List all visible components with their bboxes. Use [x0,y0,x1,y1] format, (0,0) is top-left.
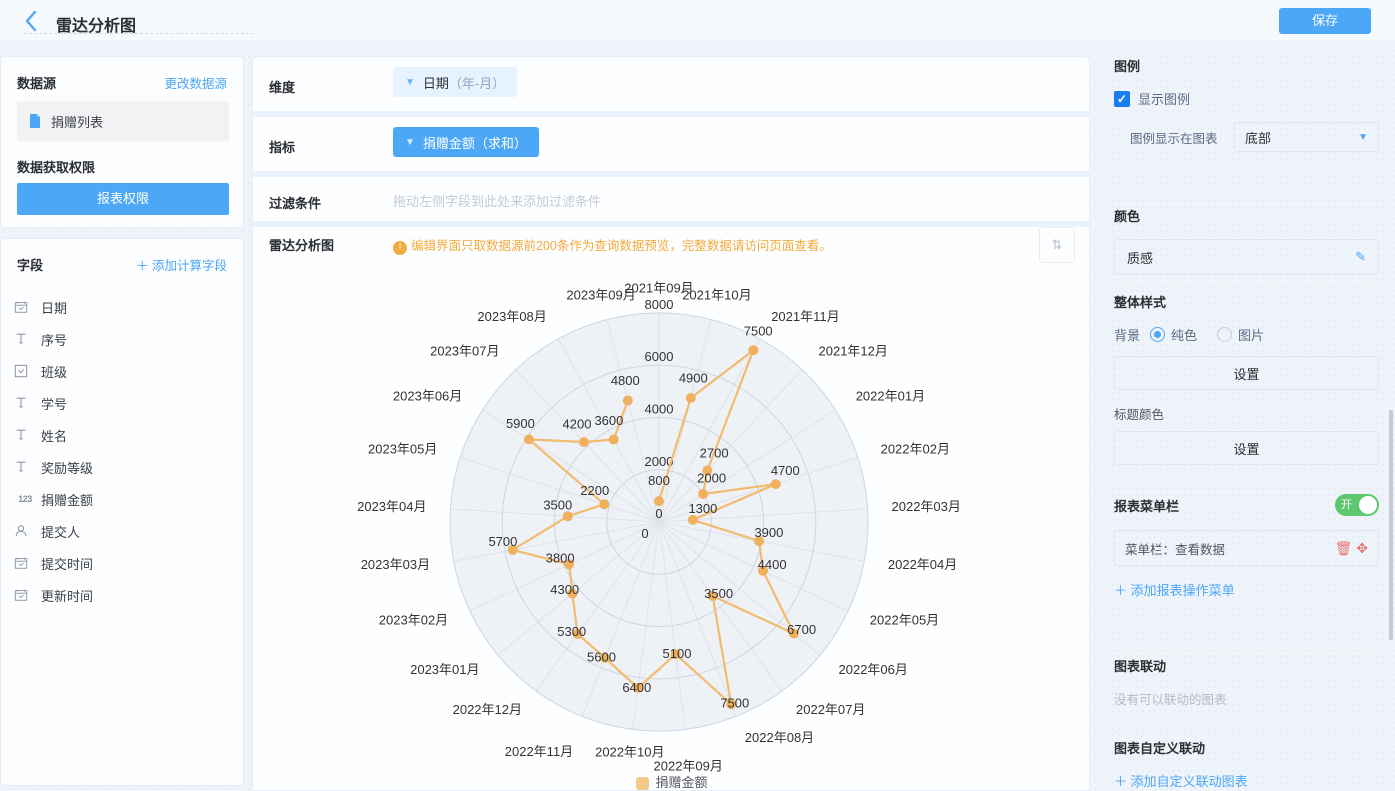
svg-text:2022年12月: 2022年12月 [453,702,522,717]
svg-text:3600: 3600 [594,413,623,428]
svg-text:2022年01月: 2022年01月 [856,389,925,404]
svg-text:2022年09月: 2022年09月 [654,759,723,774]
svg-text:3500: 3500 [704,586,733,601]
svg-text:4000: 4000 [645,402,674,417]
svg-text:7500: 7500 [720,696,749,711]
svg-text:2021年10月: 2021年10月 [682,288,751,303]
svg-text:2023年07月: 2023年07月 [430,344,499,359]
svg-text:6000: 6000 [645,349,674,364]
svg-text:2700: 2700 [700,445,729,460]
svg-text:2200: 2200 [580,483,609,498]
svg-text:4200: 4200 [563,417,592,432]
svg-text:1300: 1300 [688,501,717,516]
svg-text:2023年03月: 2023年03月 [361,557,430,572]
svg-text:6700: 6700 [787,622,816,637]
svg-text:4300: 4300 [550,582,579,597]
svg-text:3500: 3500 [543,498,572,513]
svg-text:5300: 5300 [557,624,586,639]
svg-text:2022年03月: 2022年03月 [892,499,961,514]
svg-text:4700: 4700 [771,463,800,478]
svg-text:800: 800 [648,473,670,488]
svg-text:2023年04月: 2023年04月 [357,499,426,514]
svg-text:0: 0 [655,506,662,521]
svg-text:4400: 4400 [758,557,787,572]
svg-text:3900: 3900 [754,525,783,540]
svg-text:2021年11月: 2021年11月 [771,309,839,324]
svg-text:0: 0 [641,526,648,541]
svg-text:5900: 5900 [506,416,535,431]
svg-text:2023年09月: 2023年09月 [566,288,635,303]
svg-text:6400: 6400 [622,680,651,695]
svg-text:2023年05月: 2023年05月 [368,441,437,456]
svg-text:2023年08月: 2023年08月 [477,309,546,324]
svg-text:2023年01月: 2023年01月 [410,662,479,677]
svg-text:8000: 8000 [645,297,674,312]
svg-text:2021年12月: 2021年12月 [819,344,888,359]
svg-text:5100: 5100 [663,646,692,661]
svg-text:2022年10月: 2022年10月 [595,745,664,760]
svg-text:3800: 3800 [546,551,575,566]
svg-text:4900: 4900 [679,370,708,385]
svg-text:4800: 4800 [611,373,640,388]
svg-text:2022年05月: 2022年05月 [870,613,939,628]
svg-text:2022年04月: 2022年04月 [888,557,957,572]
svg-text:2023年02月: 2023年02月 [379,613,448,628]
svg-text:2022年07月: 2022年07月 [796,702,865,717]
svg-text:2023年06月: 2023年06月 [393,389,462,404]
svg-text:2022年08月: 2022年08月 [745,730,814,745]
svg-text:5700: 5700 [488,534,517,549]
svg-text:7500: 7500 [744,324,773,339]
svg-text:5600: 5600 [587,649,616,664]
svg-text:2022年02月: 2022年02月 [881,441,950,456]
svg-text:2022年06月: 2022年06月 [839,662,908,677]
svg-text:2022年11月: 2022年11月 [505,744,573,759]
svg-text:2000: 2000 [697,471,726,486]
